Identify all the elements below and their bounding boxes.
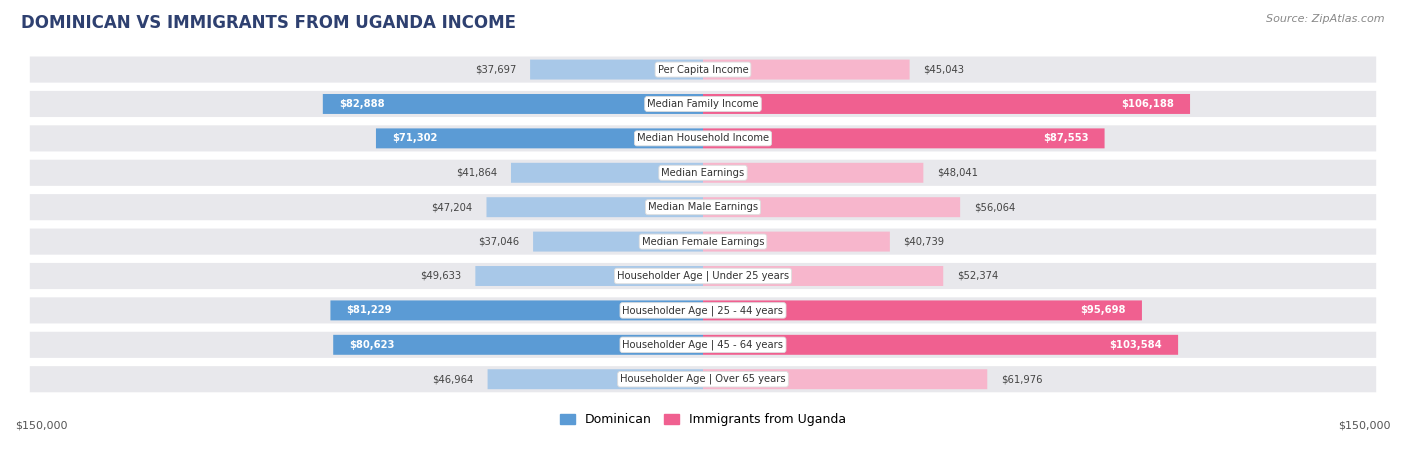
FancyBboxPatch shape bbox=[323, 94, 703, 114]
FancyBboxPatch shape bbox=[703, 197, 960, 217]
FancyBboxPatch shape bbox=[28, 227, 1378, 256]
Text: $150,000: $150,000 bbox=[15, 420, 67, 431]
Text: DOMINICAN VS IMMIGRANTS FROM UGANDA INCOME: DOMINICAN VS IMMIGRANTS FROM UGANDA INCO… bbox=[21, 14, 516, 32]
Text: Median Male Earnings: Median Male Earnings bbox=[648, 202, 758, 212]
Text: Source: ZipAtlas.com: Source: ZipAtlas.com bbox=[1267, 14, 1385, 24]
Text: $95,698: $95,698 bbox=[1080, 305, 1126, 315]
FancyBboxPatch shape bbox=[486, 197, 703, 217]
FancyBboxPatch shape bbox=[703, 335, 1178, 355]
Text: $150,000: $150,000 bbox=[1339, 420, 1391, 431]
FancyBboxPatch shape bbox=[703, 300, 1142, 320]
FancyBboxPatch shape bbox=[703, 232, 890, 252]
FancyBboxPatch shape bbox=[533, 232, 703, 252]
FancyBboxPatch shape bbox=[475, 266, 703, 286]
Text: $49,633: $49,633 bbox=[420, 271, 461, 281]
FancyBboxPatch shape bbox=[28, 124, 1378, 153]
Text: Median Household Income: Median Household Income bbox=[637, 134, 769, 143]
FancyBboxPatch shape bbox=[330, 300, 703, 320]
Text: $48,041: $48,041 bbox=[938, 168, 979, 178]
Text: $80,623: $80,623 bbox=[349, 340, 395, 350]
Text: Householder Age | Over 65 years: Householder Age | Over 65 years bbox=[620, 374, 786, 384]
Text: $45,043: $45,043 bbox=[924, 64, 965, 75]
FancyBboxPatch shape bbox=[28, 262, 1378, 290]
Text: Median Family Income: Median Family Income bbox=[647, 99, 759, 109]
FancyBboxPatch shape bbox=[703, 128, 1105, 149]
FancyBboxPatch shape bbox=[703, 163, 924, 183]
Text: Per Capita Income: Per Capita Income bbox=[658, 64, 748, 75]
Text: $52,374: $52,374 bbox=[957, 271, 998, 281]
Text: $82,888: $82,888 bbox=[339, 99, 384, 109]
FancyBboxPatch shape bbox=[703, 94, 1189, 114]
Text: $103,584: $103,584 bbox=[1109, 340, 1161, 350]
Text: $56,064: $56,064 bbox=[974, 202, 1015, 212]
FancyBboxPatch shape bbox=[703, 266, 943, 286]
Text: Householder Age | Under 25 years: Householder Age | Under 25 years bbox=[617, 271, 789, 281]
Text: Householder Age | 45 - 64 years: Householder Age | 45 - 64 years bbox=[623, 340, 783, 350]
FancyBboxPatch shape bbox=[28, 331, 1378, 359]
Text: Median Earnings: Median Earnings bbox=[661, 168, 745, 178]
FancyBboxPatch shape bbox=[488, 369, 703, 389]
FancyBboxPatch shape bbox=[28, 159, 1378, 187]
FancyBboxPatch shape bbox=[28, 193, 1378, 221]
Text: $47,204: $47,204 bbox=[432, 202, 472, 212]
Text: $41,864: $41,864 bbox=[456, 168, 498, 178]
FancyBboxPatch shape bbox=[28, 56, 1378, 84]
Text: $71,302: $71,302 bbox=[392, 134, 437, 143]
Text: $37,697: $37,697 bbox=[475, 64, 516, 75]
Text: Householder Age | 25 - 44 years: Householder Age | 25 - 44 years bbox=[623, 305, 783, 316]
Legend: Dominican, Immigrants from Uganda: Dominican, Immigrants from Uganda bbox=[555, 409, 851, 432]
FancyBboxPatch shape bbox=[530, 60, 703, 79]
FancyBboxPatch shape bbox=[28, 365, 1378, 393]
Text: $37,046: $37,046 bbox=[478, 237, 519, 247]
FancyBboxPatch shape bbox=[703, 369, 987, 389]
Text: $81,229: $81,229 bbox=[346, 305, 392, 315]
Text: $106,188: $106,188 bbox=[1121, 99, 1174, 109]
Text: $46,964: $46,964 bbox=[433, 374, 474, 384]
FancyBboxPatch shape bbox=[28, 90, 1378, 118]
Text: $40,739: $40,739 bbox=[904, 237, 945, 247]
Text: $61,976: $61,976 bbox=[1001, 374, 1042, 384]
FancyBboxPatch shape bbox=[375, 128, 703, 149]
FancyBboxPatch shape bbox=[510, 163, 703, 183]
FancyBboxPatch shape bbox=[28, 296, 1378, 325]
Text: $87,553: $87,553 bbox=[1043, 134, 1088, 143]
FancyBboxPatch shape bbox=[703, 60, 910, 79]
FancyBboxPatch shape bbox=[333, 335, 703, 355]
Text: Median Female Earnings: Median Female Earnings bbox=[641, 237, 765, 247]
